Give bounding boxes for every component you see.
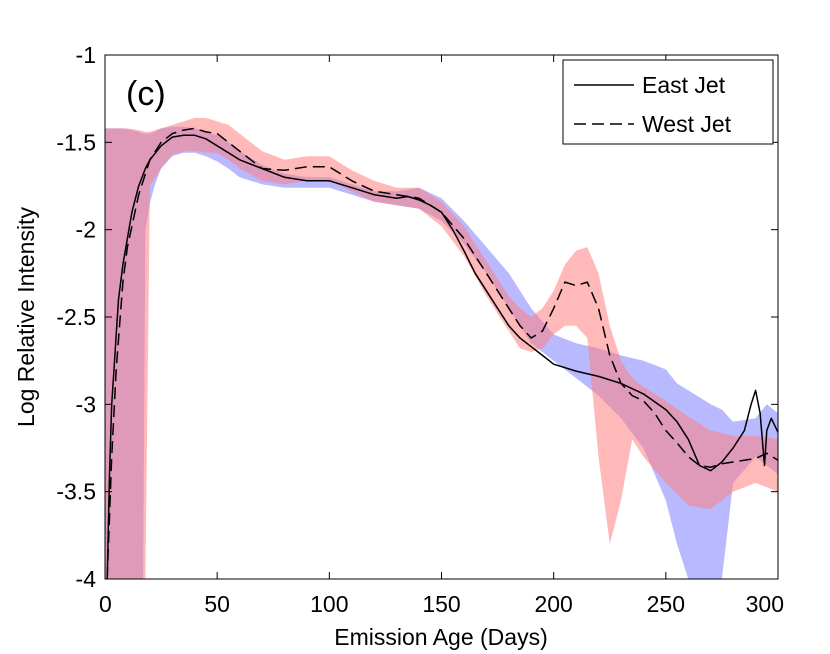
legend: East Jet West Jet	[562, 59, 774, 145]
series-lines	[106, 127, 778, 579]
x-tick-label: 250	[647, 591, 685, 617]
x-tick-label: 150	[422, 591, 460, 617]
y-tick-label: -2	[76, 217, 96, 243]
y-tick-label: -4	[76, 566, 97, 592]
legend-west-label: West Jet	[642, 111, 732, 137]
x-tick-label: 300	[746, 591, 784, 617]
x-tick-label: 0	[99, 591, 112, 617]
legend-east-label: East Jet	[642, 72, 726, 98]
x-tick-labels: 0 50 100 150 200 250 300	[99, 591, 784, 617]
y-tick-labels: -1 -1.5 -2 -2.5 -3 -3.5 -4	[56, 42, 96, 592]
x-tick-label: 200	[534, 591, 572, 617]
y-tick-label: -1.5	[56, 129, 96, 155]
x-tick-label: 100	[310, 591, 348, 617]
legend-box	[562, 59, 774, 145]
y-tick-label: -3.5	[56, 479, 96, 505]
y-tick-label: -1	[76, 42, 96, 68]
uncertainty-bands	[105, 117, 778, 579]
west-jet-line	[106, 127, 778, 579]
y-tick-label: -3	[76, 391, 96, 417]
x-axis-label: Emission Age (Days)	[334, 624, 547, 650]
x-tick-label: 50	[204, 591, 230, 617]
y-axis-label: Log Relative Intensity	[13, 207, 39, 427]
y-tick-label: -2.5	[56, 304, 96, 330]
panel-label: (c)	[126, 75, 166, 113]
west-jet-band	[105, 117, 778, 579]
